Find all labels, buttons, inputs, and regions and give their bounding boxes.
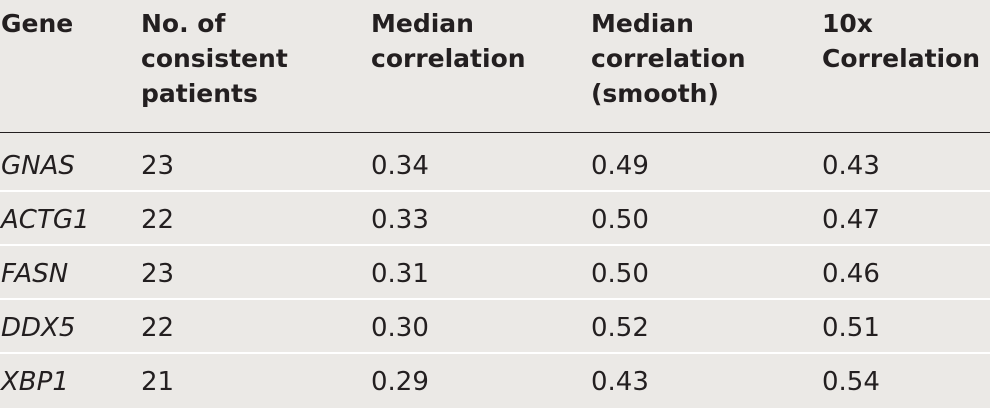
cell-10x-correlation: 0.43 [822,151,880,181]
header-gene: Gene [1,9,74,38]
cell-median-correlation-smooth: 0.52 [591,313,649,343]
header-10x-correlation: 10x Correlation [822,9,981,73]
cell-gene: FASN [1,259,69,289]
cell-median-correlation-smooth: 0.50 [591,205,649,235]
row-divider [0,352,990,354]
cell-10x-correlation: 0.46 [822,259,880,289]
row-divider [0,298,990,300]
row-divider [0,244,990,246]
cell-consistent-patients: 22 [141,205,175,235]
cell-gene: XBP1 [1,367,69,397]
cell-median-correlation: 0.31 [371,259,429,289]
cell-median-correlation-smooth: 0.43 [591,367,649,397]
table-row: XBP1 21 0.29 0.43 0.54 [0,354,990,408]
cell-consistent-patients: 22 [141,313,175,343]
cell-gene: GNAS [1,151,75,181]
header-rule [0,132,990,133]
cell-consistent-patients: 23 [141,259,175,289]
table-row: GNAS 23 0.34 0.49 0.43 [0,138,990,192]
cell-gene: ACTG1 [1,205,90,235]
cell-consistent-patients: 21 [141,367,175,397]
cell-consistent-patients: 23 [141,151,175,181]
cell-10x-correlation: 0.47 [822,205,880,235]
cell-median-correlation-smooth: 0.49 [591,151,649,181]
cell-10x-correlation: 0.51 [822,313,880,343]
cell-median-correlation: 0.34 [371,151,429,181]
header-median-correlation: Median correlation [371,9,526,73]
cell-gene: DDX5 [1,313,76,343]
cell-median-correlation: 0.30 [371,313,429,343]
table-header: Gene No. of consistent patients Median c… [0,0,990,132]
cell-median-correlation: 0.33 [371,205,429,235]
table-row: DDX5 22 0.30 0.52 0.51 [0,300,990,354]
table-row: FASN 23 0.31 0.50 0.46 [0,246,990,300]
cell-10x-correlation: 0.54 [822,367,880,397]
table-row: ACTG1 22 0.33 0.50 0.47 [0,192,990,246]
cell-median-correlation: 0.29 [371,367,429,397]
header-consistent-patients: No. of consistent patients [141,9,288,108]
header-median-correlation-smooth: Median correlation (smooth) [591,9,746,108]
cell-median-correlation-smooth: 0.50 [591,259,649,289]
row-divider [0,190,990,192]
